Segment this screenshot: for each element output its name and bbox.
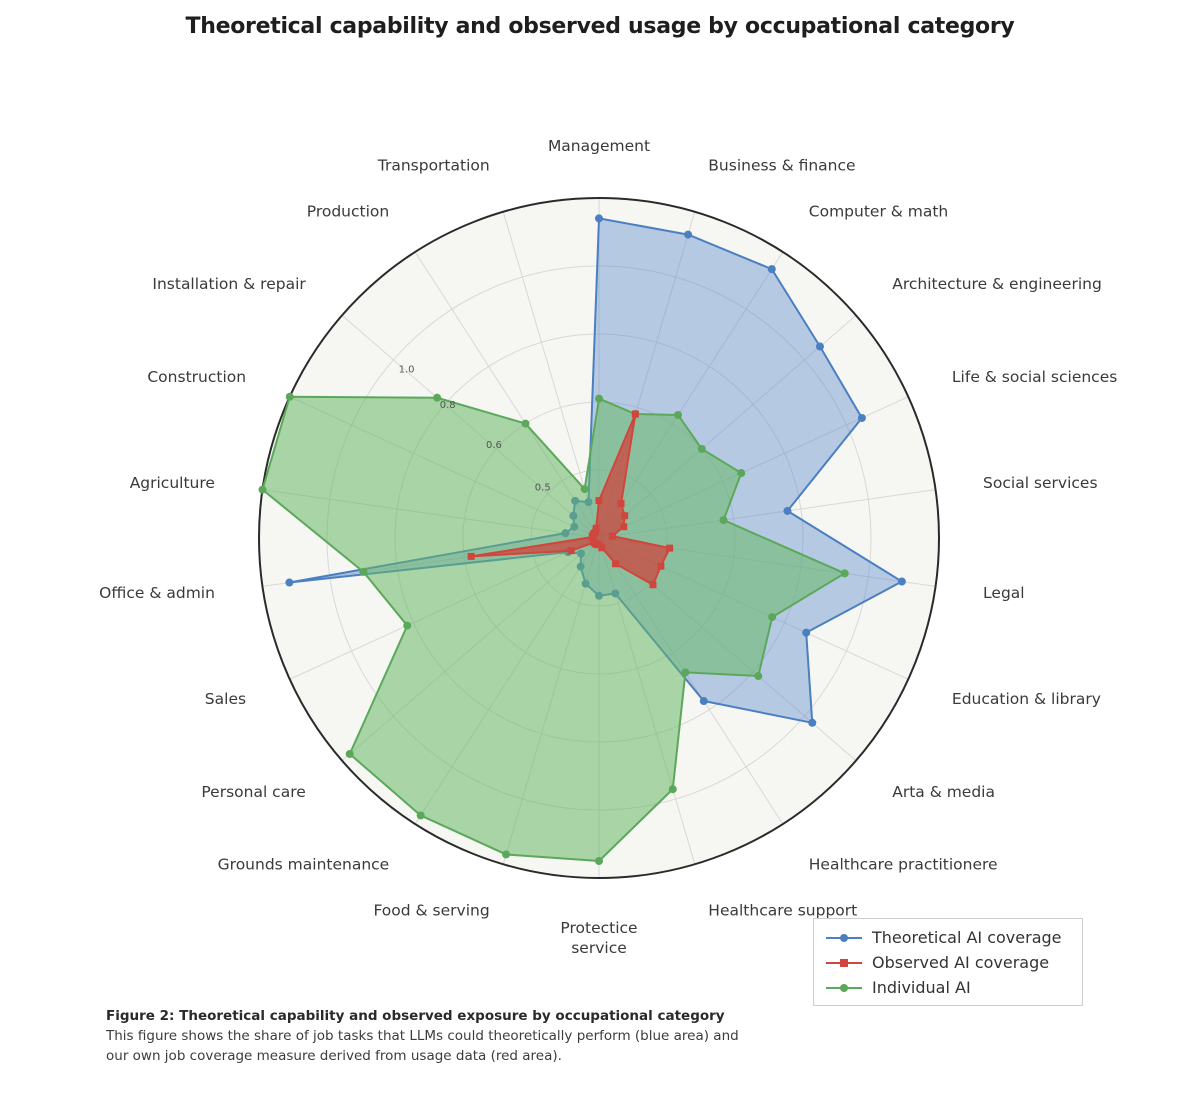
- category-label: Legal: [983, 584, 1025, 602]
- data-point: [857, 413, 866, 422]
- data-point: [767, 265, 776, 274]
- chart-title: Theoretical capability and observed usag…: [185, 14, 1015, 39]
- category-label: Education & library: [952, 690, 1101, 708]
- data-point: [768, 613, 777, 622]
- data-point: [719, 516, 728, 525]
- radial-tick-label: 1.0: [399, 364, 415, 375]
- category-label: Architecture & engineering: [892, 275, 1102, 293]
- data-point: [595, 394, 603, 403]
- radar-labels: 0.5 0.6 0.8 1.0 Management Business & finance…: [99, 137, 1117, 957]
- data-point: [590, 538, 598, 546]
- data-point: [258, 485, 267, 494]
- figure-caption: Figure 2: Theoretical capability and obs…: [106, 1006, 746, 1066]
- legend-marker-circle-green: [826, 983, 862, 992]
- category-label: Business & finance: [708, 157, 855, 175]
- data-point: [617, 500, 625, 508]
- legend: Theoretical AI coverage Observed AI cove…: [813, 918, 1083, 1006]
- caption-body: This figure shows the share of job tasks…: [106, 1028, 739, 1064]
- outer-ring: [258, 197, 940, 879]
- data-point: [697, 444, 706, 453]
- category-label: Life & social sciences: [952, 368, 1117, 386]
- legend-label: Individual AI: [872, 978, 971, 997]
- category-label: Agriculture: [130, 474, 215, 492]
- radial-tick-label: 0.8: [440, 400, 456, 411]
- category-label: Grounds maintenance: [218, 855, 390, 873]
- data-point: [621, 512, 629, 520]
- data-point: [521, 419, 530, 428]
- category-label: Protectice service: [560, 919, 637, 957]
- data-point: [684, 230, 693, 239]
- data-point: [592, 524, 600, 532]
- data-point: [285, 392, 294, 401]
- category-label: Sales: [205, 690, 246, 708]
- data-point: [433, 393, 442, 402]
- data-point: [591, 528, 599, 536]
- legend-item-observed: Observed AI coverage: [824, 950, 1072, 975]
- category-label: Arta & media: [892, 783, 995, 801]
- data-point: [840, 569, 849, 578]
- legend-label: Observed AI coverage: [872, 953, 1050, 972]
- radial-tick-label: 0.6: [486, 440, 502, 451]
- data-point: [802, 628, 811, 637]
- category-label: Installation & repair: [152, 275, 306, 293]
- data-point: [631, 410, 639, 418]
- data-point: [657, 562, 665, 570]
- data-point: [668, 785, 677, 794]
- category-label: Management: [548, 137, 650, 155]
- data-point: [345, 749, 354, 758]
- category-label: Healthcare practitionere: [809, 855, 998, 873]
- data-point: [416, 811, 425, 820]
- category-label: Production: [307, 203, 389, 221]
- category-label: Food & serving: [373, 901, 489, 919]
- data-point: [754, 672, 763, 681]
- data-point: [612, 560, 620, 568]
- data-point: [783, 506, 792, 515]
- data-point: [681, 668, 690, 677]
- data-point: [666, 544, 674, 552]
- caption-title: Figure 2: Theoretical capability and obs…: [106, 1008, 725, 1024]
- data-point: [467, 552, 475, 560]
- radial-tick-label: 0.5: [535, 482, 551, 493]
- data-point: [595, 857, 603, 865]
- data-point: [595, 214, 603, 223]
- radar-series: [258, 214, 906, 865]
- legend-marker-circle-blue: [826, 933, 862, 942]
- data-point: [285, 578, 294, 587]
- data-point: [403, 621, 412, 630]
- legend-item-individual: Individual AI: [824, 975, 1072, 1000]
- data-point: [737, 469, 746, 478]
- category-label: Healthcare support: [708, 901, 857, 919]
- data-point: [649, 581, 657, 589]
- category-label: Office & admin: [99, 584, 215, 602]
- data-point: [580, 485, 589, 494]
- data-point: [502, 850, 511, 859]
- legend-marker-square-red: [826, 958, 862, 967]
- category-label: Personal care: [201, 783, 305, 801]
- data-point: [567, 547, 575, 555]
- data-point: [359, 567, 368, 576]
- legend-label: Theoretical AI coverage: [872, 928, 1062, 947]
- category-label: Social services: [983, 474, 1097, 492]
- data-point: [808, 718, 817, 727]
- grid-spoke: [502, 211, 600, 539]
- data-point: [620, 523, 628, 531]
- category-label: Transportation: [377, 157, 490, 175]
- data-point: [699, 697, 708, 706]
- category-label: Computer & math: [809, 203, 949, 221]
- legend-item-theoretical: Theoretical AI coverage: [824, 925, 1072, 950]
- data-point: [595, 497, 603, 505]
- data-point: [815, 342, 824, 351]
- data-point: [674, 411, 683, 420]
- category-label: Construction: [147, 368, 246, 386]
- data-point: [608, 532, 616, 540]
- data-point: [897, 577, 906, 586]
